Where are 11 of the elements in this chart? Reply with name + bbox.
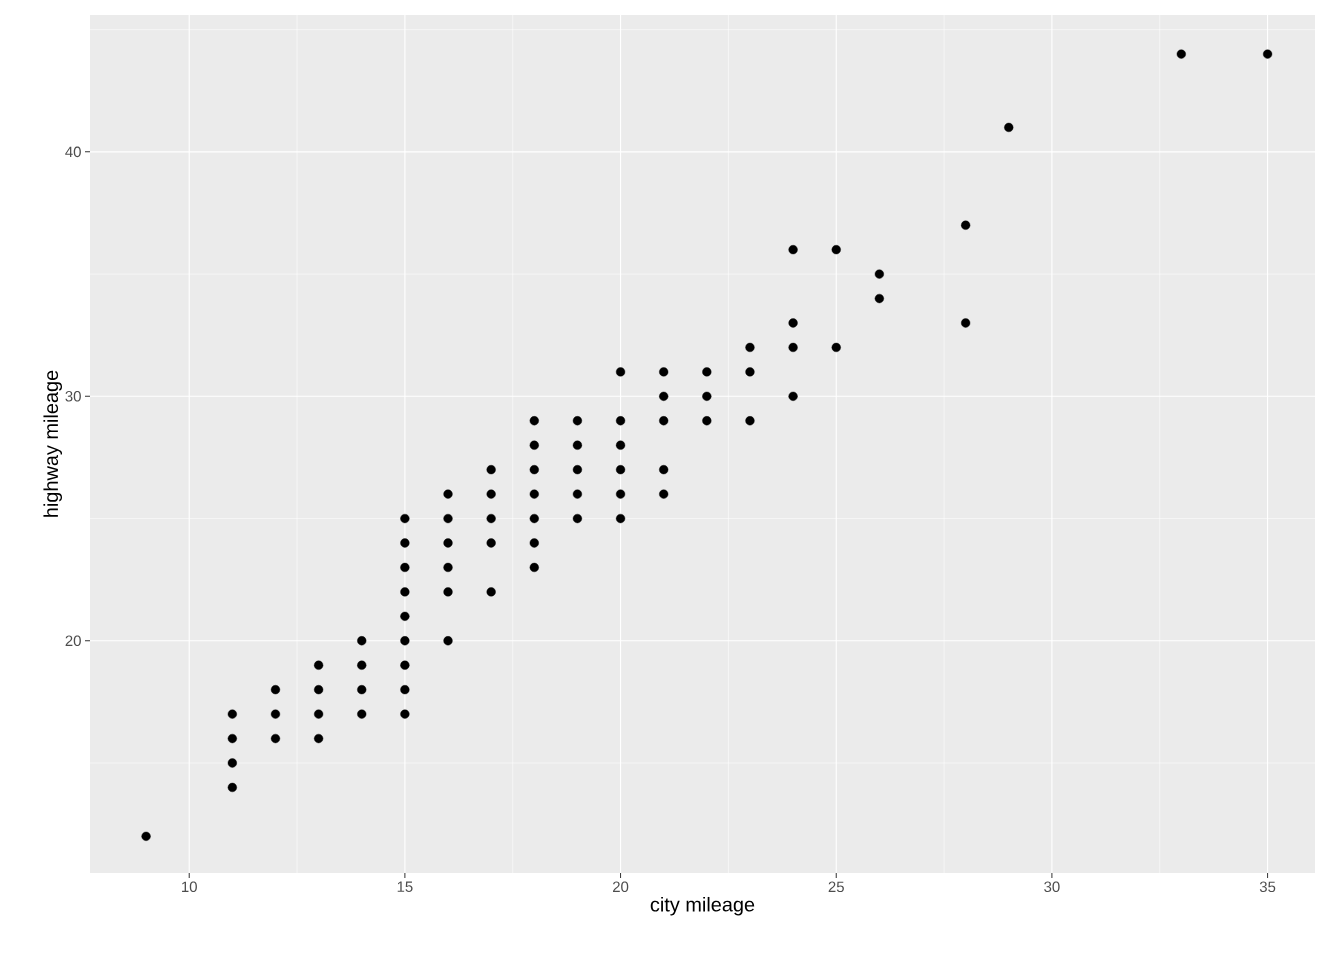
x-axis-title: city mileage [650,896,755,916]
x-tick-label: 10 [182,881,197,893]
x-tick-label: 20 [613,881,629,893]
x-tick-label: 30 [1044,881,1060,893]
x-tick-label: 35 [1259,881,1276,893]
y-tick-label: 20 [65,635,81,647]
y-tick-label: 40 [65,146,81,158]
x-tick-label: 25 [828,881,844,893]
x-tick-label: 15 [397,881,413,892]
y-axis-title: highway mileage [43,370,63,517]
y-tick-label: 30 [65,391,81,402]
